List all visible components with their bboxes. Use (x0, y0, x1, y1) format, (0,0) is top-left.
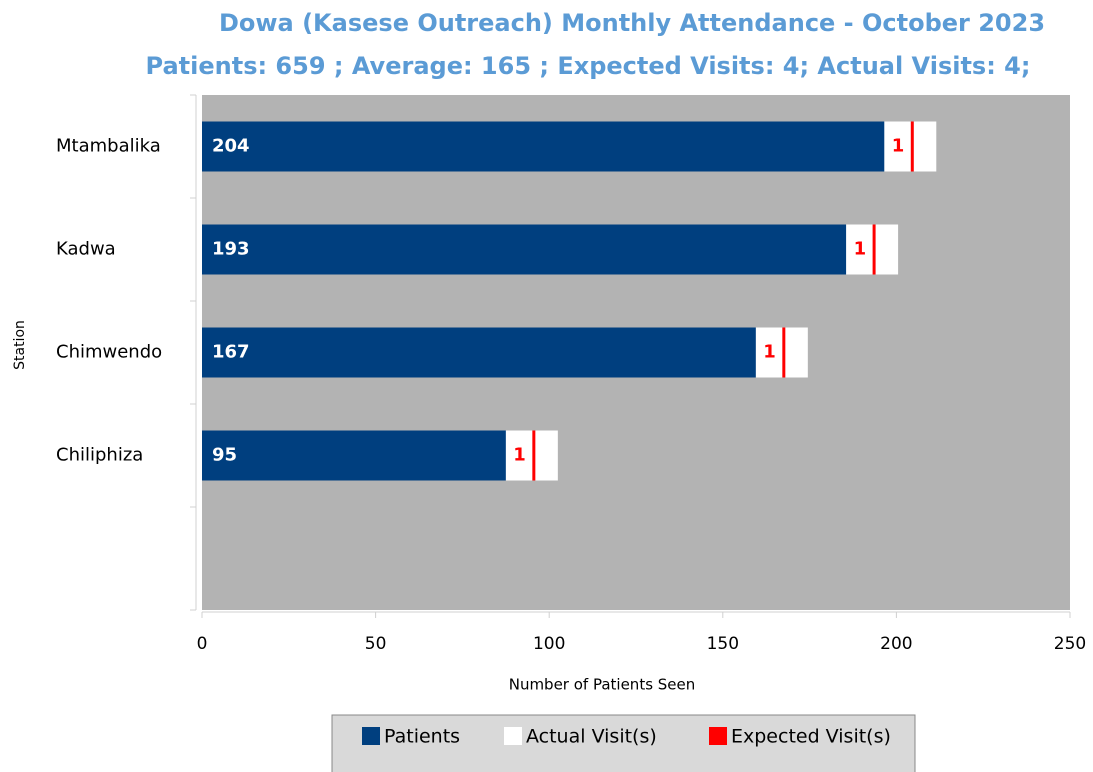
legend-swatch (504, 727, 522, 745)
expected-visit-label: 1 (513, 445, 526, 466)
chart-title: Dowa (Kasese Outreach) Monthly Attendanc… (219, 9, 1045, 37)
actual-visit-label: 1 (882, 239, 895, 260)
actual-visit-mark (505, 430, 558, 481)
expected-visit-label: 1 (892, 136, 905, 157)
actual-visit-label: 1 (920, 136, 933, 157)
x-tick-label: 50 (365, 634, 387, 654)
y-tick-label: Mtambalika (56, 136, 161, 157)
x-axis-label: Number of Patients Seen (509, 676, 696, 694)
bar (202, 224, 873, 275)
legend-swatch (362, 727, 380, 745)
x-tick-label: 0 (197, 634, 208, 654)
legend-label: Patients (384, 726, 460, 748)
y-axis-label: Station (12, 320, 28, 370)
expected-visit-label: 1 (854, 239, 867, 260)
bar (202, 327, 782, 378)
y-tick-label: Chimwendo (56, 342, 162, 363)
actual-visit-mark (755, 327, 808, 378)
legend-swatch (709, 727, 727, 745)
legend-label: Expected Visit(s) (731, 726, 891, 748)
x-tick-label: 200 (880, 634, 912, 654)
x-tick-label: 100 (533, 634, 565, 654)
chart-subtitle: Patients: 659 ; Average: 165 ; Expected … (146, 52, 1031, 80)
actual-visit-mark (846, 224, 899, 275)
actual-visit-mark (884, 121, 937, 172)
expected-visit-label: 1 (763, 342, 776, 363)
bar-label: 95 (212, 445, 237, 466)
bar-label: 193 (212, 239, 250, 260)
x-tick-label: 250 (1054, 634, 1086, 654)
bar (202, 430, 532, 481)
bar-label: 204 (212, 136, 250, 157)
x-tick-label: 150 (707, 634, 739, 654)
actual-visit-label: 1 (542, 445, 555, 466)
bar (202, 121, 911, 172)
legend-label: Actual Visit(s) (526, 726, 657, 748)
y-tick-label: Chiliphiza (56, 445, 143, 466)
actual-visit-label: 1 (792, 342, 805, 363)
bar-label: 167 (212, 342, 250, 363)
legend-box (331, 714, 916, 772)
y-tick-label: Kadwa (56, 239, 116, 260)
